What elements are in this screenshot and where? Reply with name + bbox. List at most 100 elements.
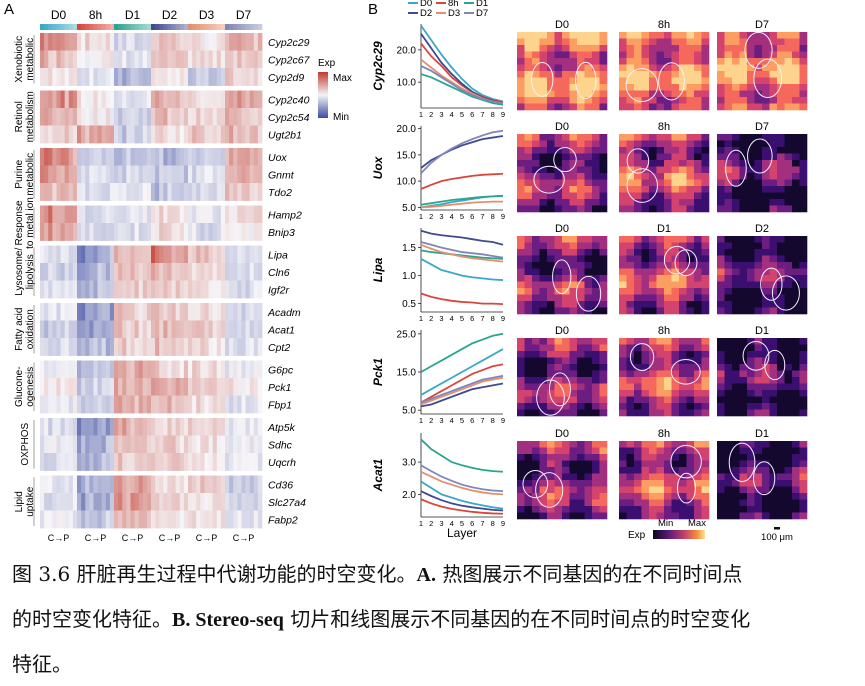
- heatmap-cell: [229, 360, 234, 379]
- spatial-map-tile: [577, 186, 585, 193]
- heatmap-cell: [216, 165, 222, 184]
- heatmap-cell: [93, 245, 98, 264]
- heatmap-cell: [167, 493, 172, 511]
- heatmap-cell: [68, 493, 74, 511]
- spatial-map-tile: [584, 275, 593, 282]
- heatmap-cell: [122, 165, 127, 184]
- heatmap-cell: [171, 475, 177, 494]
- heatmap-cell: [212, 90, 218, 109]
- heatmap-cell: [130, 125, 135, 144]
- timepoint-color-bar: [204, 24, 209, 30]
- spatial-map-tile: [554, 301, 563, 308]
- spatial-map-tile: [649, 447, 657, 455]
- timepoint-color-bar: [253, 24, 259, 30]
- spatial-map-tile: [754, 454, 763, 461]
- spatial-map-tile: [701, 409, 710, 417]
- spatial-map-tile: [569, 338, 578, 345]
- heatmap-cell: [114, 263, 119, 281]
- spatial-map-tile: [532, 275, 540, 282]
- heatmap-cell: [159, 33, 164, 51]
- spatial-map-tile: [517, 460, 525, 468]
- spatial-map-tile: [634, 242, 642, 250]
- heatmap-cell: [122, 378, 127, 396]
- spatial-map-tile: [799, 447, 808, 455]
- spatial-map-tile: [634, 301, 642, 308]
- spatial-map-tile: [686, 255, 695, 263]
- spatial-map-tile: [562, 473, 570, 481]
- timepoint-color-bar: [109, 24, 115, 30]
- spatial-map-tile: [592, 147, 600, 154]
- spatial-map-tile: [649, 173, 657, 180]
- spatial-map-tile: [562, 364, 570, 371]
- heatmap-gene-label: Atp5k: [267, 422, 296, 434]
- spatial-map-tile: [584, 390, 593, 397]
- spatial-map-tile: [769, 84, 778, 91]
- heatmap-cell: [257, 108, 263, 126]
- heatmap-cell: [159, 320, 164, 339]
- heatmap-cell: [93, 510, 98, 529]
- heatmap-cell: [257, 453, 263, 471]
- spatial-map-tile: [577, 294, 585, 302]
- spatial-map-tile: [569, 275, 578, 282]
- spatial-map-tile: [724, 512, 733, 520]
- spatial-map-tile: [784, 268, 793, 276]
- spatial-map-tile: [664, 447, 672, 455]
- spatial-map-tile: [592, 249, 600, 256]
- timepoint-label: D1: [125, 8, 141, 22]
- spatial-map-tile: [517, 199, 525, 206]
- spatial-map-tile: [679, 166, 687, 174]
- spatial-map-tile: [777, 199, 785, 206]
- heatmap-group-label-line: Response: [14, 200, 25, 245]
- spatial-map-tile: [762, 338, 770, 345]
- spatial-map-tile: [664, 281, 672, 289]
- spatial-map-tile: [664, 301, 672, 308]
- spatial-map-tile: [792, 307, 800, 315]
- heatmap-cell: [253, 205, 259, 224]
- spatial-map-tile: [592, 84, 600, 91]
- spatial-map-tile: [686, 268, 695, 276]
- spatial-map-tile: [584, 480, 593, 487]
- heatmap-cell: [175, 165, 181, 184]
- spatial-map-tile: [532, 403, 540, 410]
- heatmap-cell: [188, 68, 193, 86]
- spatial-map-tile: [747, 236, 755, 243]
- spatial-map-tile: [799, 460, 808, 468]
- spatial-map-tile: [649, 512, 657, 520]
- heatmap-cell: [81, 338, 86, 356]
- spatial-map-tile: [619, 249, 627, 256]
- heatmap-cell: [81, 33, 86, 51]
- heatmap-cell: [118, 263, 123, 281]
- spatial-map-tile: [784, 84, 793, 91]
- heatmap-cell: [138, 165, 144, 184]
- spatial-map-tile: [524, 351, 533, 358]
- heatmap-cell: [155, 245, 160, 264]
- spatial-map-tile: [671, 338, 680, 345]
- heatmap-cell: [93, 280, 98, 299]
- heatmap-cell: [68, 223, 74, 241]
- heatmap-cell: [245, 320, 251, 339]
- spatial-map-tile: [599, 205, 608, 213]
- spatial-map-tile: [754, 383, 763, 391]
- heatmap-cell: [118, 320, 123, 339]
- spatial-map-tile: [584, 512, 593, 520]
- heatmap-cell: [52, 453, 57, 471]
- heatmap-cell: [93, 360, 98, 379]
- spatial-map-tile: [634, 377, 642, 384]
- heatmap-cell: [196, 205, 201, 224]
- spatial-map-tile: [562, 199, 570, 206]
- heatmap-cell: [40, 68, 45, 86]
- heatmap-cell: [155, 148, 160, 166]
- heatmap-cell: [142, 90, 148, 109]
- spatial-map-contour: [536, 379, 565, 416]
- heatmap-cell: [241, 183, 246, 201]
- heatmap-cell: [229, 33, 234, 51]
- heatmap-cell: [179, 378, 185, 396]
- heatmap-cell: [257, 510, 263, 529]
- heatmap-cell: [118, 338, 123, 356]
- spatial-map-tile: [701, 512, 710, 520]
- spatial-map-tile: [754, 288, 763, 295]
- heatmap-group-label: OXPHOS: [20, 423, 31, 466]
- heatmap-cell: [249, 453, 255, 471]
- spatial-map-tile: [577, 38, 585, 46]
- spatial-map-tile: [554, 140, 563, 148]
